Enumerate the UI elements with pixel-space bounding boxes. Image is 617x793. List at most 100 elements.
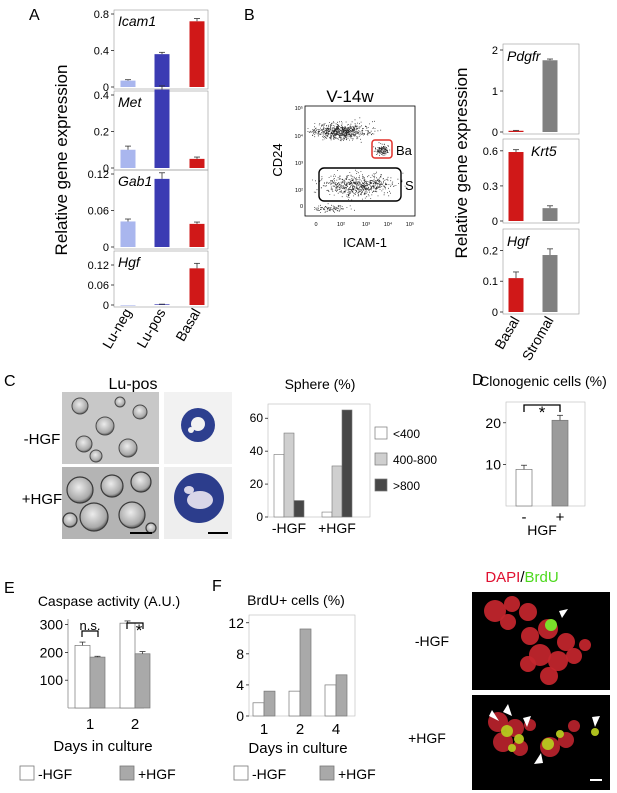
sphere-micrographs xyxy=(62,392,232,539)
bar-small-minus-hgf xyxy=(273,454,285,518)
panel-b-chart-hgf: Hgf 0 0.1 0.2 xyxy=(483,228,580,319)
lumen xyxy=(191,417,205,431)
legend-label: >800 xyxy=(393,479,420,493)
facs-x-tick-label: 10² xyxy=(337,222,345,228)
nucleus-dapi xyxy=(540,667,558,685)
chart-frame xyxy=(113,9,209,90)
y-tick-label: 0 xyxy=(256,510,263,524)
significance-star: * xyxy=(136,621,143,640)
bar-basal xyxy=(508,152,524,221)
facs-ylabel: CD24 xyxy=(270,143,285,176)
arrowhead xyxy=(489,710,499,721)
nucleus-dapi xyxy=(484,600,506,622)
bracket-day1 xyxy=(81,630,99,637)
nucleus-brdu xyxy=(591,728,599,736)
panel-e-chart: 100 200 300 n.s. * 1 2 Days in culture -HGF +HGF xyxy=(19,617,176,782)
gene-label: Krt5 xyxy=(531,143,557,159)
y-tick-label: 12 xyxy=(228,615,244,631)
y-tick-label: 1 xyxy=(492,86,498,98)
nucleus-dapi xyxy=(557,633,575,651)
sphere xyxy=(89,449,103,463)
x-category-label: - xyxy=(522,509,527,526)
y-tick-label: 0 xyxy=(103,242,109,254)
nucleus-dapi xyxy=(504,596,520,612)
y-tick-label: 20 xyxy=(250,477,264,491)
sphere xyxy=(71,397,89,415)
lumen xyxy=(188,427,194,433)
facs-gate-ba xyxy=(371,139,393,159)
bar-minus-hgf-day4 xyxy=(324,684,337,717)
panel-c-row-label-minus: -HGF xyxy=(24,431,61,448)
arrowhead xyxy=(559,609,568,618)
bar-lu-pos xyxy=(154,89,170,168)
fluorescence-image-plus-hgf xyxy=(472,695,610,790)
nucleus-dapi xyxy=(512,740,528,756)
facs-gate-s-label: S xyxy=(405,178,414,193)
nucleus-dapi xyxy=(548,651,568,671)
micrograph-title-slash: / xyxy=(520,569,525,586)
x-category-label: Basal xyxy=(172,306,203,344)
gene-label: Pdgfr xyxy=(507,48,542,64)
gene-label: Hgf xyxy=(507,233,531,249)
bar-basal xyxy=(189,21,205,87)
arrowhead xyxy=(523,716,531,727)
bar-lu-pos xyxy=(154,178,170,247)
chart-frame xyxy=(113,169,209,250)
bracket-day2 xyxy=(126,622,144,629)
micrograph-label-plus: +HGF xyxy=(408,730,446,746)
y-tick-label: 0 xyxy=(492,127,498,139)
bar-plus-hgf-day1 xyxy=(89,656,106,709)
y-tick-label: 2 xyxy=(492,45,498,57)
y-tick-label: 0 xyxy=(492,216,498,228)
bar-lu-neg xyxy=(120,80,136,87)
sphere xyxy=(118,438,138,458)
facs-x-tick-label: 0 xyxy=(314,222,317,228)
sphere xyxy=(95,416,115,436)
x-category-label: 4 xyxy=(332,721,340,738)
y-tick-label: 20 xyxy=(485,415,501,431)
panel-e-letter: E xyxy=(4,580,15,597)
x-category-label: Basal xyxy=(491,314,522,352)
nucleus-brdu xyxy=(545,619,557,631)
bar-lu-neg xyxy=(120,305,136,306)
panel-d-title: Clonogenic cells (%) xyxy=(479,373,607,389)
legend-swatch xyxy=(19,765,35,781)
x-category-label: Lu-pos xyxy=(133,306,168,351)
panel-a-letter: A xyxy=(29,7,40,24)
facs-dots xyxy=(307,117,408,213)
x-category-label: 1 xyxy=(260,721,268,738)
bar-large-plus-hgf xyxy=(341,409,353,518)
chart-frame xyxy=(502,43,580,135)
arrowhead xyxy=(534,753,543,764)
bar-lu-neg xyxy=(120,221,136,247)
bar-small-plus-hgf xyxy=(321,511,333,518)
chart-frame xyxy=(502,138,580,224)
facs-ticks: 10⁵ 10⁴ 10³ 10² 0 0 10² 10³ 10⁴ 10⁵ xyxy=(295,105,415,228)
panel-a-chart-met: Met 0 0.2 0.4 xyxy=(94,85,209,175)
y-tick-label: 0.4 xyxy=(94,90,109,102)
y-tick-label: 0.4 xyxy=(94,46,109,58)
legend-label: +HGF xyxy=(338,766,376,782)
panel-c-row-label-plus: +HGF xyxy=(22,491,62,508)
facs-y-tick-label: 0 xyxy=(300,204,303,210)
sphere xyxy=(75,435,93,453)
bar-basal xyxy=(189,158,205,168)
micrograph-title-brdu: BrdU xyxy=(525,569,559,586)
y-tick-label: 200 xyxy=(40,644,64,660)
x-category-label: Stromal xyxy=(519,314,557,364)
micrograph-label-minus: -HGF xyxy=(415,633,449,649)
significance-ns: n.s. xyxy=(80,618,101,633)
nucleus-dapi xyxy=(520,656,536,672)
panel-d-letter: D xyxy=(472,372,484,389)
facs-y-tick-label: 10² xyxy=(295,188,303,194)
bar-stromal xyxy=(542,60,558,132)
sphere xyxy=(66,476,94,504)
panel-a-charts: Icam100.40.8Met00.20.4Gab100.060.12Hgf00… xyxy=(88,9,209,351)
nucleus-dapi xyxy=(568,720,580,732)
panel-b-chart-pdgfr: Pdgfr 0 1 2 xyxy=(492,43,580,139)
legend-swatch xyxy=(119,765,135,781)
facs-gate-ba-label: Ba xyxy=(396,143,413,158)
nucleus-dapi xyxy=(519,603,537,621)
brdu-micrographs xyxy=(472,592,610,790)
chart-frame xyxy=(502,228,580,315)
